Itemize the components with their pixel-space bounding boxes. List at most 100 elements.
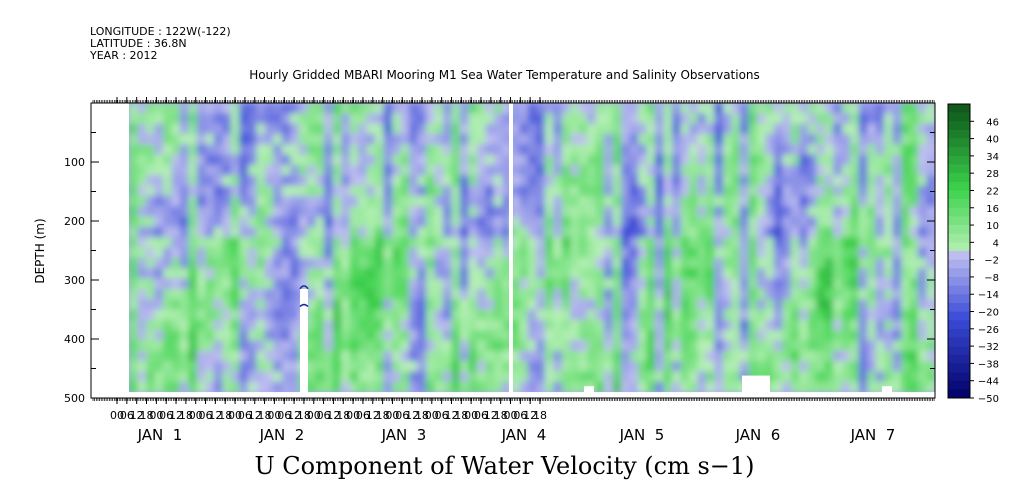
heatmap-cell: [171, 361, 181, 373]
heatmap-cell: [663, 309, 673, 321]
heatmap-cell: [790, 206, 800, 218]
heatmap-cell: [561, 216, 571, 228]
heatmap-cell: [739, 299, 749, 311]
heatmap-cell: [341, 257, 351, 269]
heatmap-cell: [247, 381, 257, 393]
heatmap-cell: [502, 361, 512, 373]
heatmap-cell: [162, 113, 173, 125]
heatmap-cell: [366, 257, 376, 269]
heatmap-cell: [646, 226, 656, 238]
heatmap-cell: [553, 319, 563, 331]
heatmap-cell: [824, 330, 834, 342]
heatmap-cell: [290, 319, 300, 331]
heatmap-cell: [705, 133, 716, 145]
heatmap-cell: [553, 247, 563, 259]
heatmap-cell: [290, 309, 300, 321]
heatmap-cell: [179, 247, 189, 259]
heatmap-cell: [722, 330, 732, 342]
heatmap-cell: [281, 299, 291, 311]
heatmap-cell: [527, 123, 537, 135]
heatmap-cell: [145, 361, 156, 373]
heatmap-cell: [476, 154, 486, 166]
heatmap-cell: [459, 123, 469, 135]
heatmap-cell: [833, 319, 843, 331]
heatmap-cell: [884, 330, 894, 342]
heatmap-cell: [756, 257, 766, 269]
heatmap-cell: [510, 330, 520, 342]
heatmap-cell: [536, 319, 546, 331]
heatmap-cell: [315, 381, 325, 393]
heatmap-cell: [773, 350, 783, 362]
colorbar-bin: [948, 372, 970, 382]
heatmap-cell: [773, 195, 783, 207]
heatmap-cell: [400, 175, 410, 187]
heatmap-cell: [222, 299, 232, 311]
heatmap-cell: [145, 371, 156, 383]
heatmap-cell: [298, 226, 308, 238]
heatmap-cell: [867, 299, 877, 311]
heatmap-cell: [688, 185, 699, 197]
heatmap-cell: [290, 123, 300, 135]
x-tick-label: 12: [405, 409, 419, 422]
x-tick-label: 18: [258, 409, 272, 422]
heatmap-cell: [162, 133, 173, 145]
heatmap-cell: [816, 237, 826, 249]
heatmap-cell: [688, 247, 699, 259]
heatmap-cell: [417, 144, 427, 156]
heatmap-cell: [663, 123, 673, 135]
heatmap-cell: [884, 216, 894, 228]
heatmap-cell: [425, 340, 436, 352]
heatmap-cell: [655, 257, 665, 269]
heatmap-cell: [264, 319, 274, 331]
heatmap-cell: [604, 164, 614, 176]
heatmap-cell: [307, 164, 317, 176]
heatmap-cell: [765, 216, 775, 228]
heatmap-cell: [417, 216, 427, 228]
heatmap-cell: [731, 247, 741, 259]
heatmap-cell: [519, 226, 529, 238]
heatmap-cell: [587, 195, 597, 207]
heatmap-cell: [324, 175, 334, 187]
heatmap-cell: [765, 144, 775, 156]
heatmap-cell: [790, 268, 800, 280]
heatmap-cell: [705, 381, 716, 393]
heatmap-cell: [527, 257, 537, 269]
x-tick-label: 06: [356, 409, 370, 422]
heatmap-cell: [510, 226, 520, 238]
heatmap-cell: [281, 113, 291, 125]
heatmap-cell: [375, 319, 385, 331]
heatmap-cell: [358, 299, 368, 311]
heatmap-cell: [553, 206, 563, 218]
heatmap-cell: [392, 216, 402, 228]
heatmap-cell: [179, 133, 189, 145]
heatmap-cell: [425, 237, 436, 249]
heatmap-cell: [544, 309, 554, 321]
heatmap-cell: [468, 175, 478, 187]
heatmap-cell: [544, 268, 554, 280]
heatmap-cell: [476, 237, 486, 249]
heatmap-cell: [790, 216, 800, 228]
heatmap-cell: [536, 278, 546, 290]
heatmap-cell: [892, 299, 902, 311]
heatmap-cell: [553, 381, 563, 393]
heatmap-cell: [536, 144, 546, 156]
heatmap-cell: [519, 113, 529, 125]
colorbar-tick-label: 16: [986, 204, 999, 215]
heatmap-cell: [332, 113, 342, 125]
heatmap-cell: [833, 247, 843, 259]
heatmap-cell: [222, 309, 232, 321]
heatmap-cell: [442, 216, 452, 228]
heatmap-cell: [748, 247, 758, 259]
heatmap-cell: [901, 103, 911, 114]
heatmap-cell: [901, 175, 911, 187]
heatmap-cell: [417, 278, 427, 290]
colorbar-tick-label: 4: [993, 238, 999, 249]
heatmap-cell: [688, 278, 699, 290]
heatmap-cell: [705, 361, 716, 373]
heatmap-cell: [510, 113, 520, 125]
heatmap-cell: [239, 164, 249, 176]
heatmap-cell: [179, 226, 189, 238]
heatmap-cell: [918, 371, 928, 383]
heatmap-cell: [714, 206, 724, 218]
heatmap-cell: [765, 123, 775, 135]
